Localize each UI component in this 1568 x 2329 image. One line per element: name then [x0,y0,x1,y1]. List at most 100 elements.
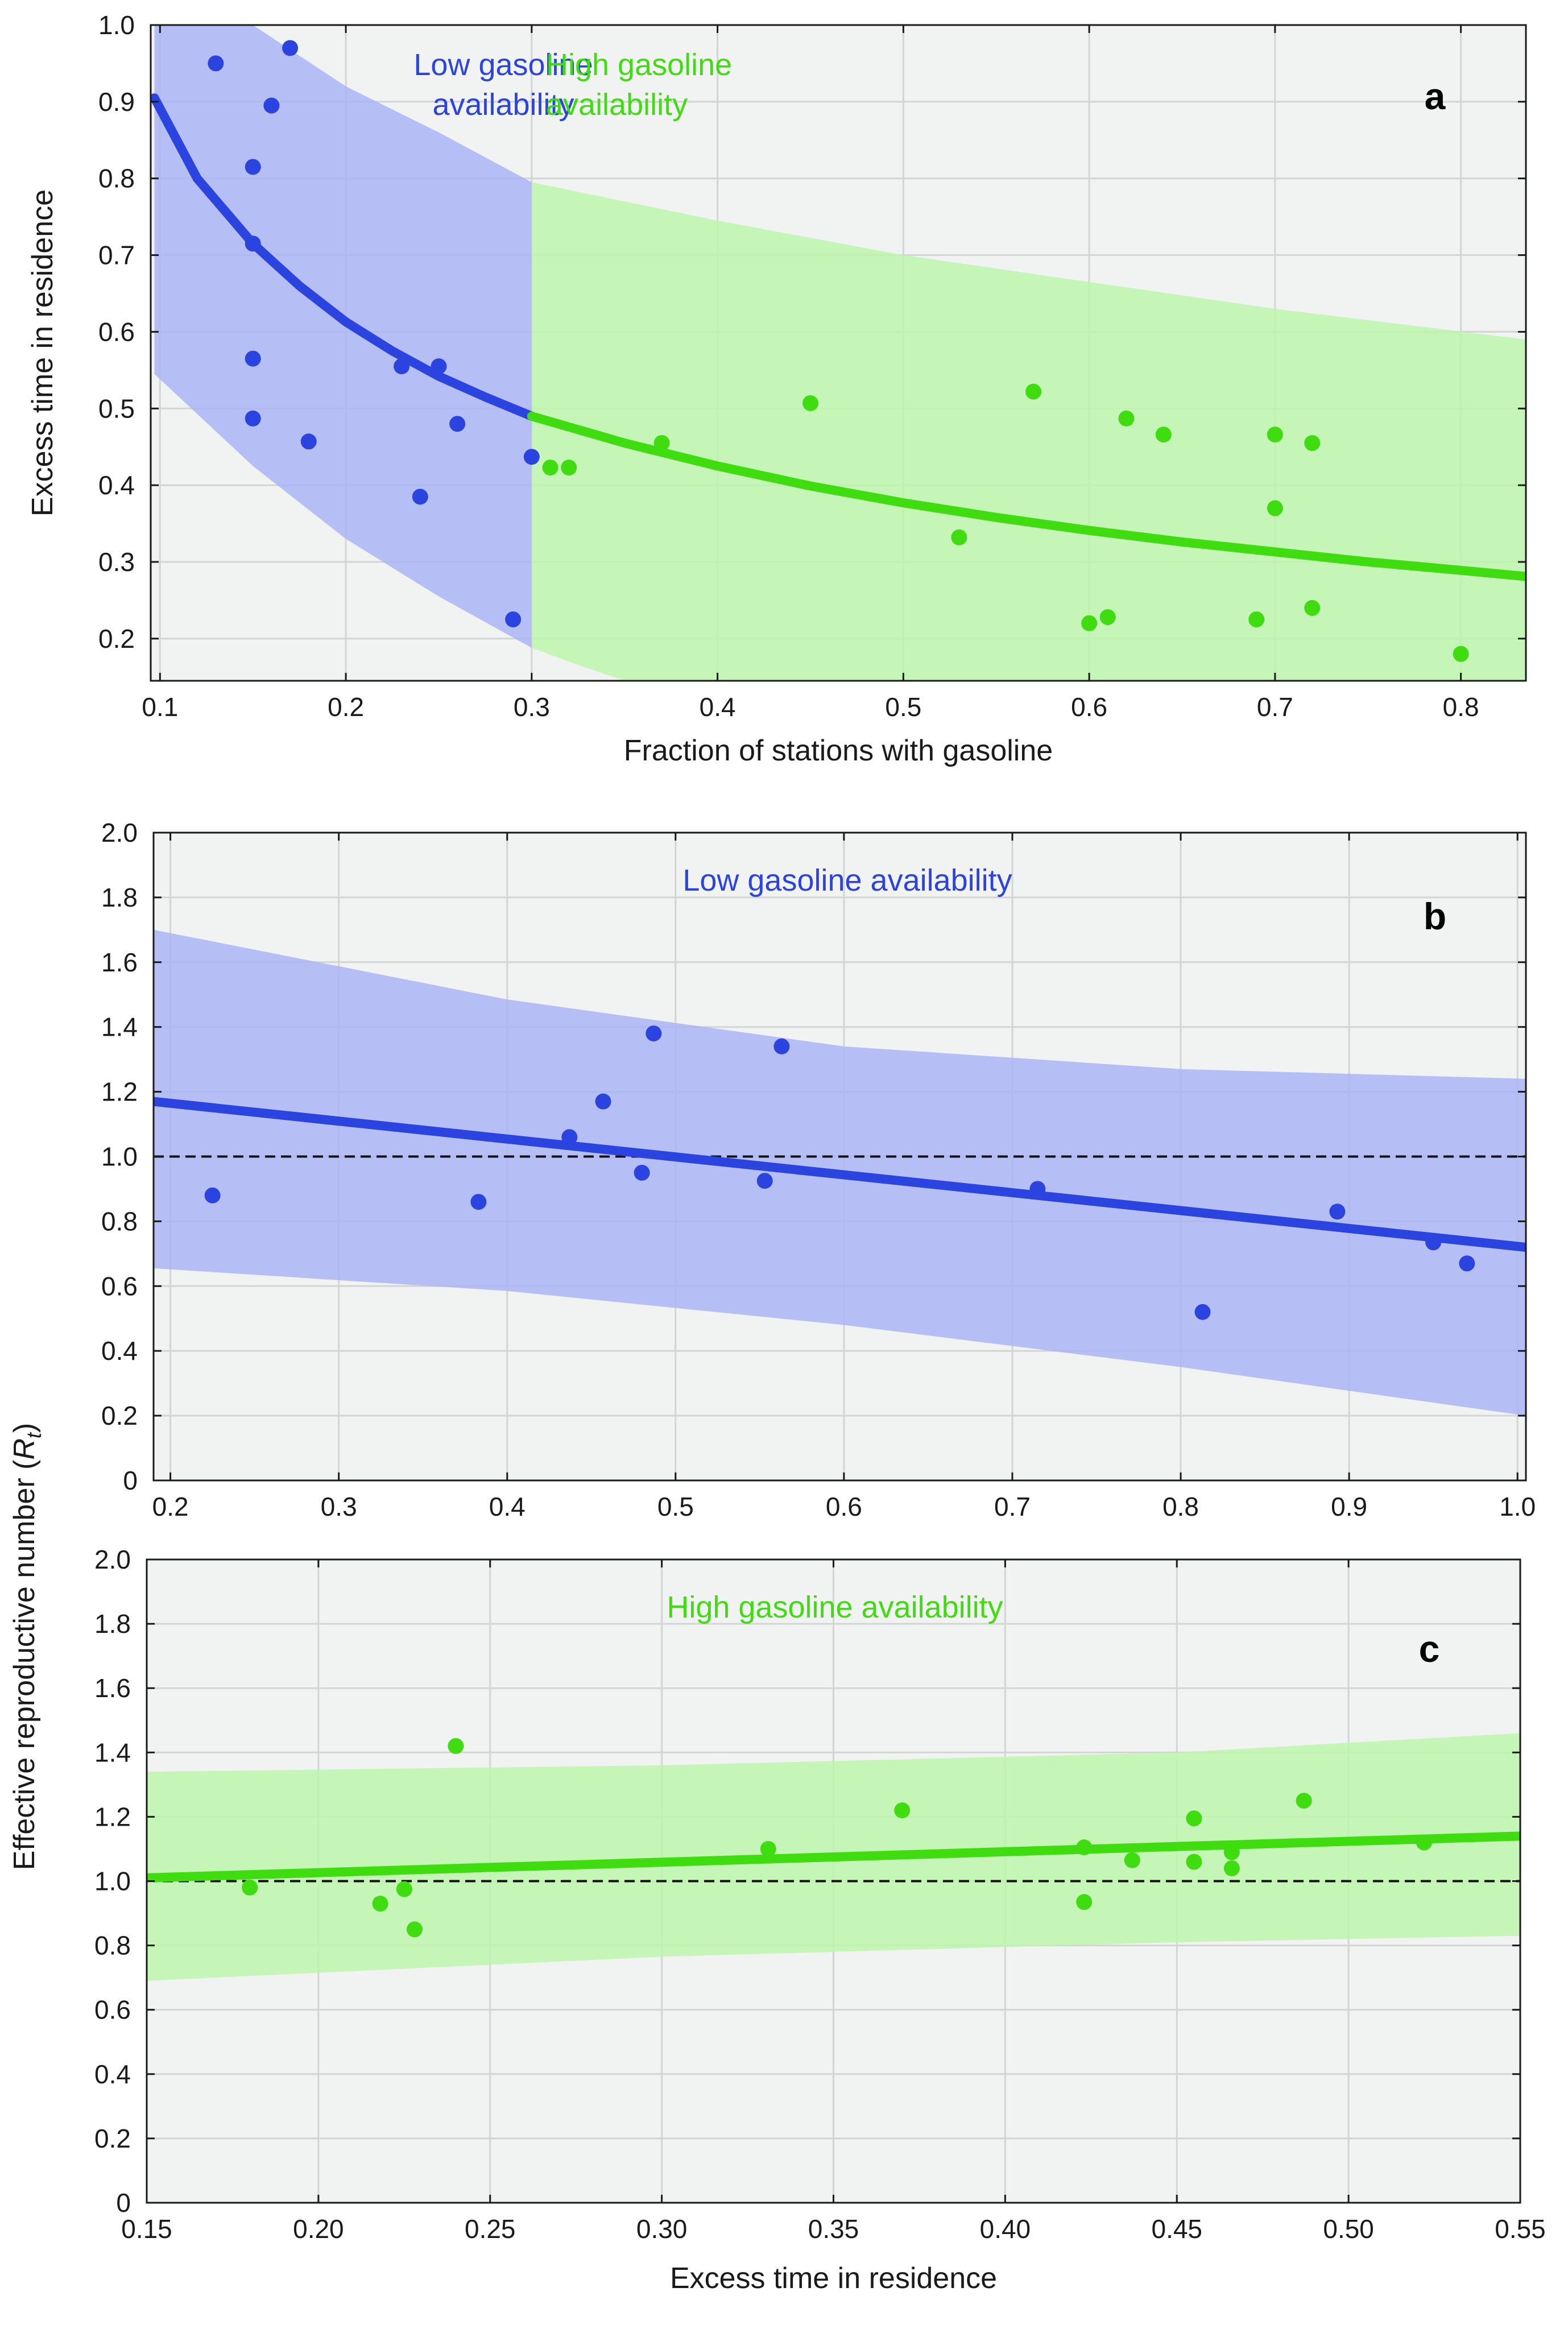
data-point [1267,427,1283,443]
legend-low-text: Low gasoline [413,48,593,82]
data-point [1416,1834,1432,1851]
y-tick-label: 0.4 [94,2059,131,2089]
data-point [505,611,522,628]
fit-line-high [147,1831,1520,1883]
data-point [1081,615,1098,631]
data-point [1194,1304,1211,1320]
y-tick-label: 0.6 [101,1271,138,1301]
data-point [802,395,818,411]
data-point [412,489,428,505]
x-tick-label: 0.5 [657,1492,694,1521]
data-point [204,1187,221,1203]
data-point [756,1173,773,1189]
data-point [542,460,558,476]
data-point [1459,1255,1475,1272]
data-point [263,97,280,114]
data-point [282,40,299,56]
x-tick-label: 0.9 [1331,1492,1367,1521]
data-point [1186,1854,1202,1870]
panel-label: b [1424,895,1446,937]
data-point [1029,1181,1046,1197]
x-tick-label: 0.6 [1071,692,1107,722]
data-point [245,159,261,175]
data-point [1099,609,1116,626]
x-axis-label: Excess time in residence [670,2262,997,2295]
y-tick-label: 1.0 [98,10,135,40]
data-point [634,1164,650,1181]
x-tick-label: 0.25 [465,2214,516,2244]
y-tick-label: 0 [116,2188,131,2218]
y-tick-label: 0.9 [98,87,135,117]
data-point [208,55,224,72]
x-tick-label: 1.0 [1499,1492,1536,1521]
legend-high-text: availability [546,88,688,122]
y-axis-label: Excess time in residence [26,189,59,516]
x-tick-label: 0.3 [321,1492,357,1521]
y-tick-label: 0.4 [98,470,135,500]
data-point [448,1738,464,1754]
data-point [773,1038,790,1054]
y-tick-label: 1.0 [101,1142,138,1172]
fit-line-low [154,1097,1526,1252]
data-point [245,410,261,427]
data-point [431,358,447,375]
panel-title: High gasoline availability [667,1590,1003,1624]
y-tick-label: 0.6 [98,317,135,346]
data-point [1124,1852,1140,1868]
panel-b: 0.2 0.3 0.4 0.5 0.6 0.7 0.8 0.9 1.0 0 0.2 0.4 0.6 0.8… [101,818,1536,1521]
data-point [1425,1234,1442,1251]
plot-frame [150,24,1527,682]
y-tick-label: 0.2 [94,2124,131,2153]
x-tick-label: 0.7 [994,1492,1031,1521]
plot-area [151,25,1526,681]
y-tick-label: 1.2 [101,1077,138,1107]
x-tick-label: 0.5 [885,692,921,722]
y-tick-label: 0.8 [94,1931,131,1960]
data-point [396,1881,412,1897]
data-point [245,350,261,367]
x-tick-label: 0.6 [826,1492,862,1521]
confidence-band-low [154,25,532,648]
y-tick-label: 0.8 [101,1206,138,1236]
data-point [595,1093,611,1110]
data-point [1076,1894,1093,1910]
data-point [894,1802,911,1819]
panel-label: a [1425,75,1446,117]
legend-high-text: High gasoline [546,48,732,82]
data-point [1296,1793,1312,1809]
y-tick-label: 1.6 [94,1673,131,1703]
data-point [372,1896,388,1912]
x-tick-label: 0.4 [700,692,736,722]
ylabel-symbol: R [8,1438,41,1460]
panel-c: 0.15 0.20 0.25 0.30 0.35 0.40 0.45 0.50 0.55 0 0.2… [94,1545,1546,2295]
plot-area [154,929,1526,1416]
x-tick-label: 0.2 [328,692,364,722]
y-tick-label: 0.2 [101,1401,138,1430]
x-tick-label: 0.55 [1495,2214,1546,2244]
data-point [523,449,540,465]
y-tick-label: 1.8 [101,883,138,912]
data-point [1329,1203,1346,1220]
data-point [951,529,967,545]
x-tick-label: 0.15 [121,2214,172,2244]
y-tick-label: 0 [123,1466,138,1495]
data-point [470,1194,487,1210]
y-tick-label: 0.6 [94,1995,131,2025]
data-point [561,1129,578,1145]
x-tick-label: 0.35 [808,2214,859,2244]
data-point [1267,500,1283,516]
y-tick-label: 0.3 [98,547,135,577]
y-tick-label: 1.8 [94,1609,131,1639]
x-tick-label: 0.45 [1151,2214,1202,2244]
fit-line-high [527,411,1526,581]
y-tick-label: 2.0 [94,1545,131,1574]
x-tick-label: 0.3 [514,692,550,722]
data-point [646,1025,662,1042]
y-tick-label: 0.7 [98,241,135,270]
x-axis-label: Fraction of stations with gasoline [624,734,1053,767]
data-point [1248,611,1265,628]
data-point [1223,1844,1240,1860]
data-point [1223,1860,1240,1876]
y-tick-label: 1.0 [94,1867,131,1896]
